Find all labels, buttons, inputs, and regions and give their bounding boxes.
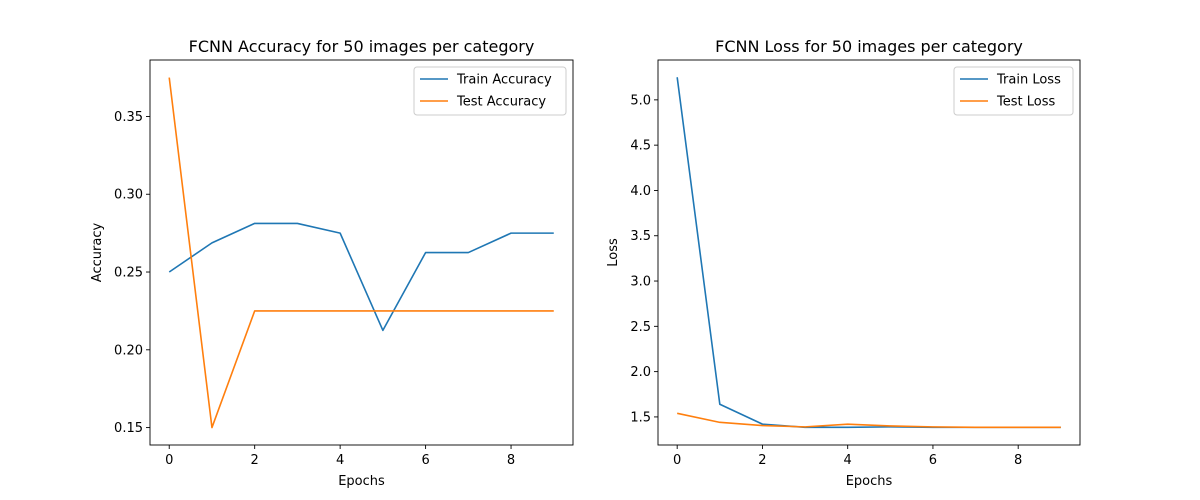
data-point — [211, 426, 213, 428]
chart-panel-1: 0 2 4 6 8 1.5 2.0 2.5 3.0 3.5 4.0 4.5 5.0 FCNN Loss f… — [606, 37, 1081, 489]
data-point — [467, 251, 469, 253]
y-tick-label: 4.5 — [630, 139, 651, 154]
axes-frame — [149, 59, 574, 446]
series-line-train-accuracy — [168, 222, 554, 332]
data-point — [510, 310, 512, 312]
x-tick-label: 0 — [673, 453, 681, 468]
data-point — [253, 310, 255, 312]
legend: Train Loss Test Loss — [953, 66, 1074, 116]
data-point — [553, 232, 555, 234]
y-tick-label: 1.5 — [630, 410, 651, 425]
y-tick-label: 3.0 — [630, 275, 651, 290]
x-axis-label: Epochs — [846, 474, 893, 489]
y-tick-label: 0.20 — [114, 343, 143, 358]
y-tick-label: 3.5 — [630, 229, 651, 244]
data-point — [424, 251, 426, 253]
legend-label: Train Accuracy — [456, 73, 552, 88]
data-point — [168, 271, 170, 273]
y-tick-label: 0.35 — [114, 110, 143, 125]
data-point — [804, 426, 806, 428]
x-tick-label: 4 — [336, 453, 344, 468]
chart-panel-0: 0 2 4 6 8 0.15 0.20 0.25 0.30 0.35 FCNN Accuracy f… — [90, 37, 574, 489]
data-point — [676, 76, 678, 78]
data-point — [382, 310, 384, 312]
x-tick-label: 2 — [251, 453, 259, 468]
y-axis-label: Accuracy — [90, 223, 105, 283]
data-point — [889, 425, 891, 427]
legend-box — [413, 66, 567, 116]
y-tick-label: 2.0 — [630, 365, 651, 380]
legend-label: Test Accuracy — [456, 95, 546, 110]
data-point — [846, 426, 848, 428]
data-point — [339, 310, 341, 312]
y-tick-label: 5.0 — [630, 93, 651, 108]
series-line-test-loss — [677, 412, 1061, 429]
legend-label: Test Loss — [996, 95, 1055, 110]
data-point — [676, 412, 678, 414]
y-tick-label: 2.5 — [630, 320, 651, 335]
x-tick-label: 2 — [758, 453, 766, 468]
data-point — [296, 310, 298, 312]
x-tick-label: 8 — [1014, 453, 1022, 468]
legend: Train Accuracy Test Accuracy — [413, 66, 567, 116]
chart-title: FCNN Loss for 50 images per category — [715, 37, 1023, 56]
data-point — [424, 310, 426, 312]
data-point — [932, 426, 934, 428]
data-point — [253, 222, 255, 224]
x-tick-label: 4 — [844, 453, 852, 468]
y-tick-label: 0.15 — [114, 421, 143, 436]
series-line-train-loss — [676, 77, 1061, 429]
data-point — [719, 421, 721, 423]
x-tick-label: 6 — [929, 453, 937, 468]
x-tick-label: 6 — [421, 453, 429, 468]
data-point — [168, 76, 170, 78]
data-point — [553, 310, 555, 312]
data-point — [761, 424, 763, 426]
chart-title: FCNN Accuracy for 50 images per category — [189, 37, 535, 56]
data-point — [339, 232, 341, 234]
data-point — [211, 242, 213, 244]
data-point — [510, 232, 512, 234]
data-point — [382, 329, 384, 331]
data-point — [974, 426, 976, 428]
data-point — [296, 222, 298, 224]
x-tick-label: 0 — [165, 453, 173, 468]
data-point — [467, 310, 469, 312]
x-axis-label: Epochs — [338, 474, 385, 489]
data-point — [719, 403, 721, 405]
axes-frame — [657, 59, 1081, 446]
series-line-test-accuracy — [168, 77, 554, 429]
x-tick-label: 8 — [507, 453, 515, 468]
y-axis-label: Loss — [606, 238, 621, 267]
data-point — [1017, 426, 1019, 428]
legend-label: Train Loss — [996, 73, 1061, 88]
y-tick-label: 0.25 — [114, 266, 143, 281]
data-point — [1060, 426, 1062, 428]
y-tick-label: 4.0 — [630, 184, 651, 199]
y-tick-label: 0.30 — [114, 188, 143, 203]
data-point — [846, 423, 848, 425]
